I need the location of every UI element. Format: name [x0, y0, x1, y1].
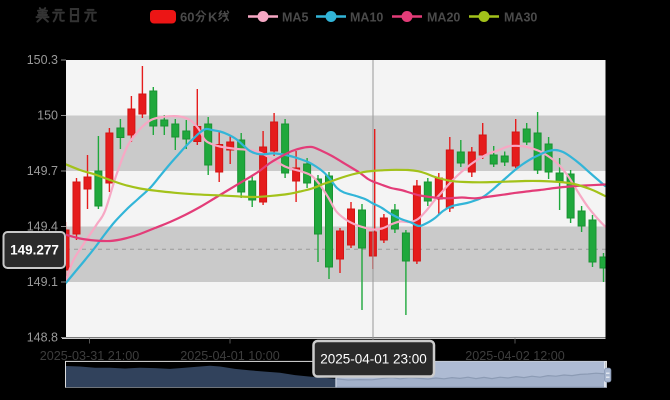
svg-text:149.277: 149.277 [10, 242, 59, 257]
svg-text:149.1: 149.1 [27, 275, 58, 289]
svg-text:2025-04-02 12:00: 2025-04-02 12:00 [465, 349, 564, 363]
svg-text:2025-04-01 10:00: 2025-04-01 10:00 [180, 349, 279, 363]
svg-text:148.8: 148.8 [27, 331, 58, 345]
svg-text:MA5: MA5 [282, 11, 308, 25]
svg-text:2025-04-01 23:00: 2025-04-01 23:00 [320, 352, 427, 367]
svg-text:MA20: MA20 [427, 11, 460, 25]
svg-text:2025-03-31 21:00: 2025-03-31 21:00 [40, 349, 139, 363]
svg-text:MA30: MA30 [504, 11, 537, 25]
svg-text:MA10: MA10 [350, 11, 383, 25]
svg-text:150.3: 150.3 [27, 53, 58, 67]
svg-text:60: 60 [180, 10, 194, 25]
svg-text:149.4: 149.4 [27, 220, 58, 234]
svg-text:150: 150 [37, 109, 58, 123]
svg-text:K: K [208, 10, 218, 25]
svg-text:149.7: 149.7 [27, 164, 58, 178]
